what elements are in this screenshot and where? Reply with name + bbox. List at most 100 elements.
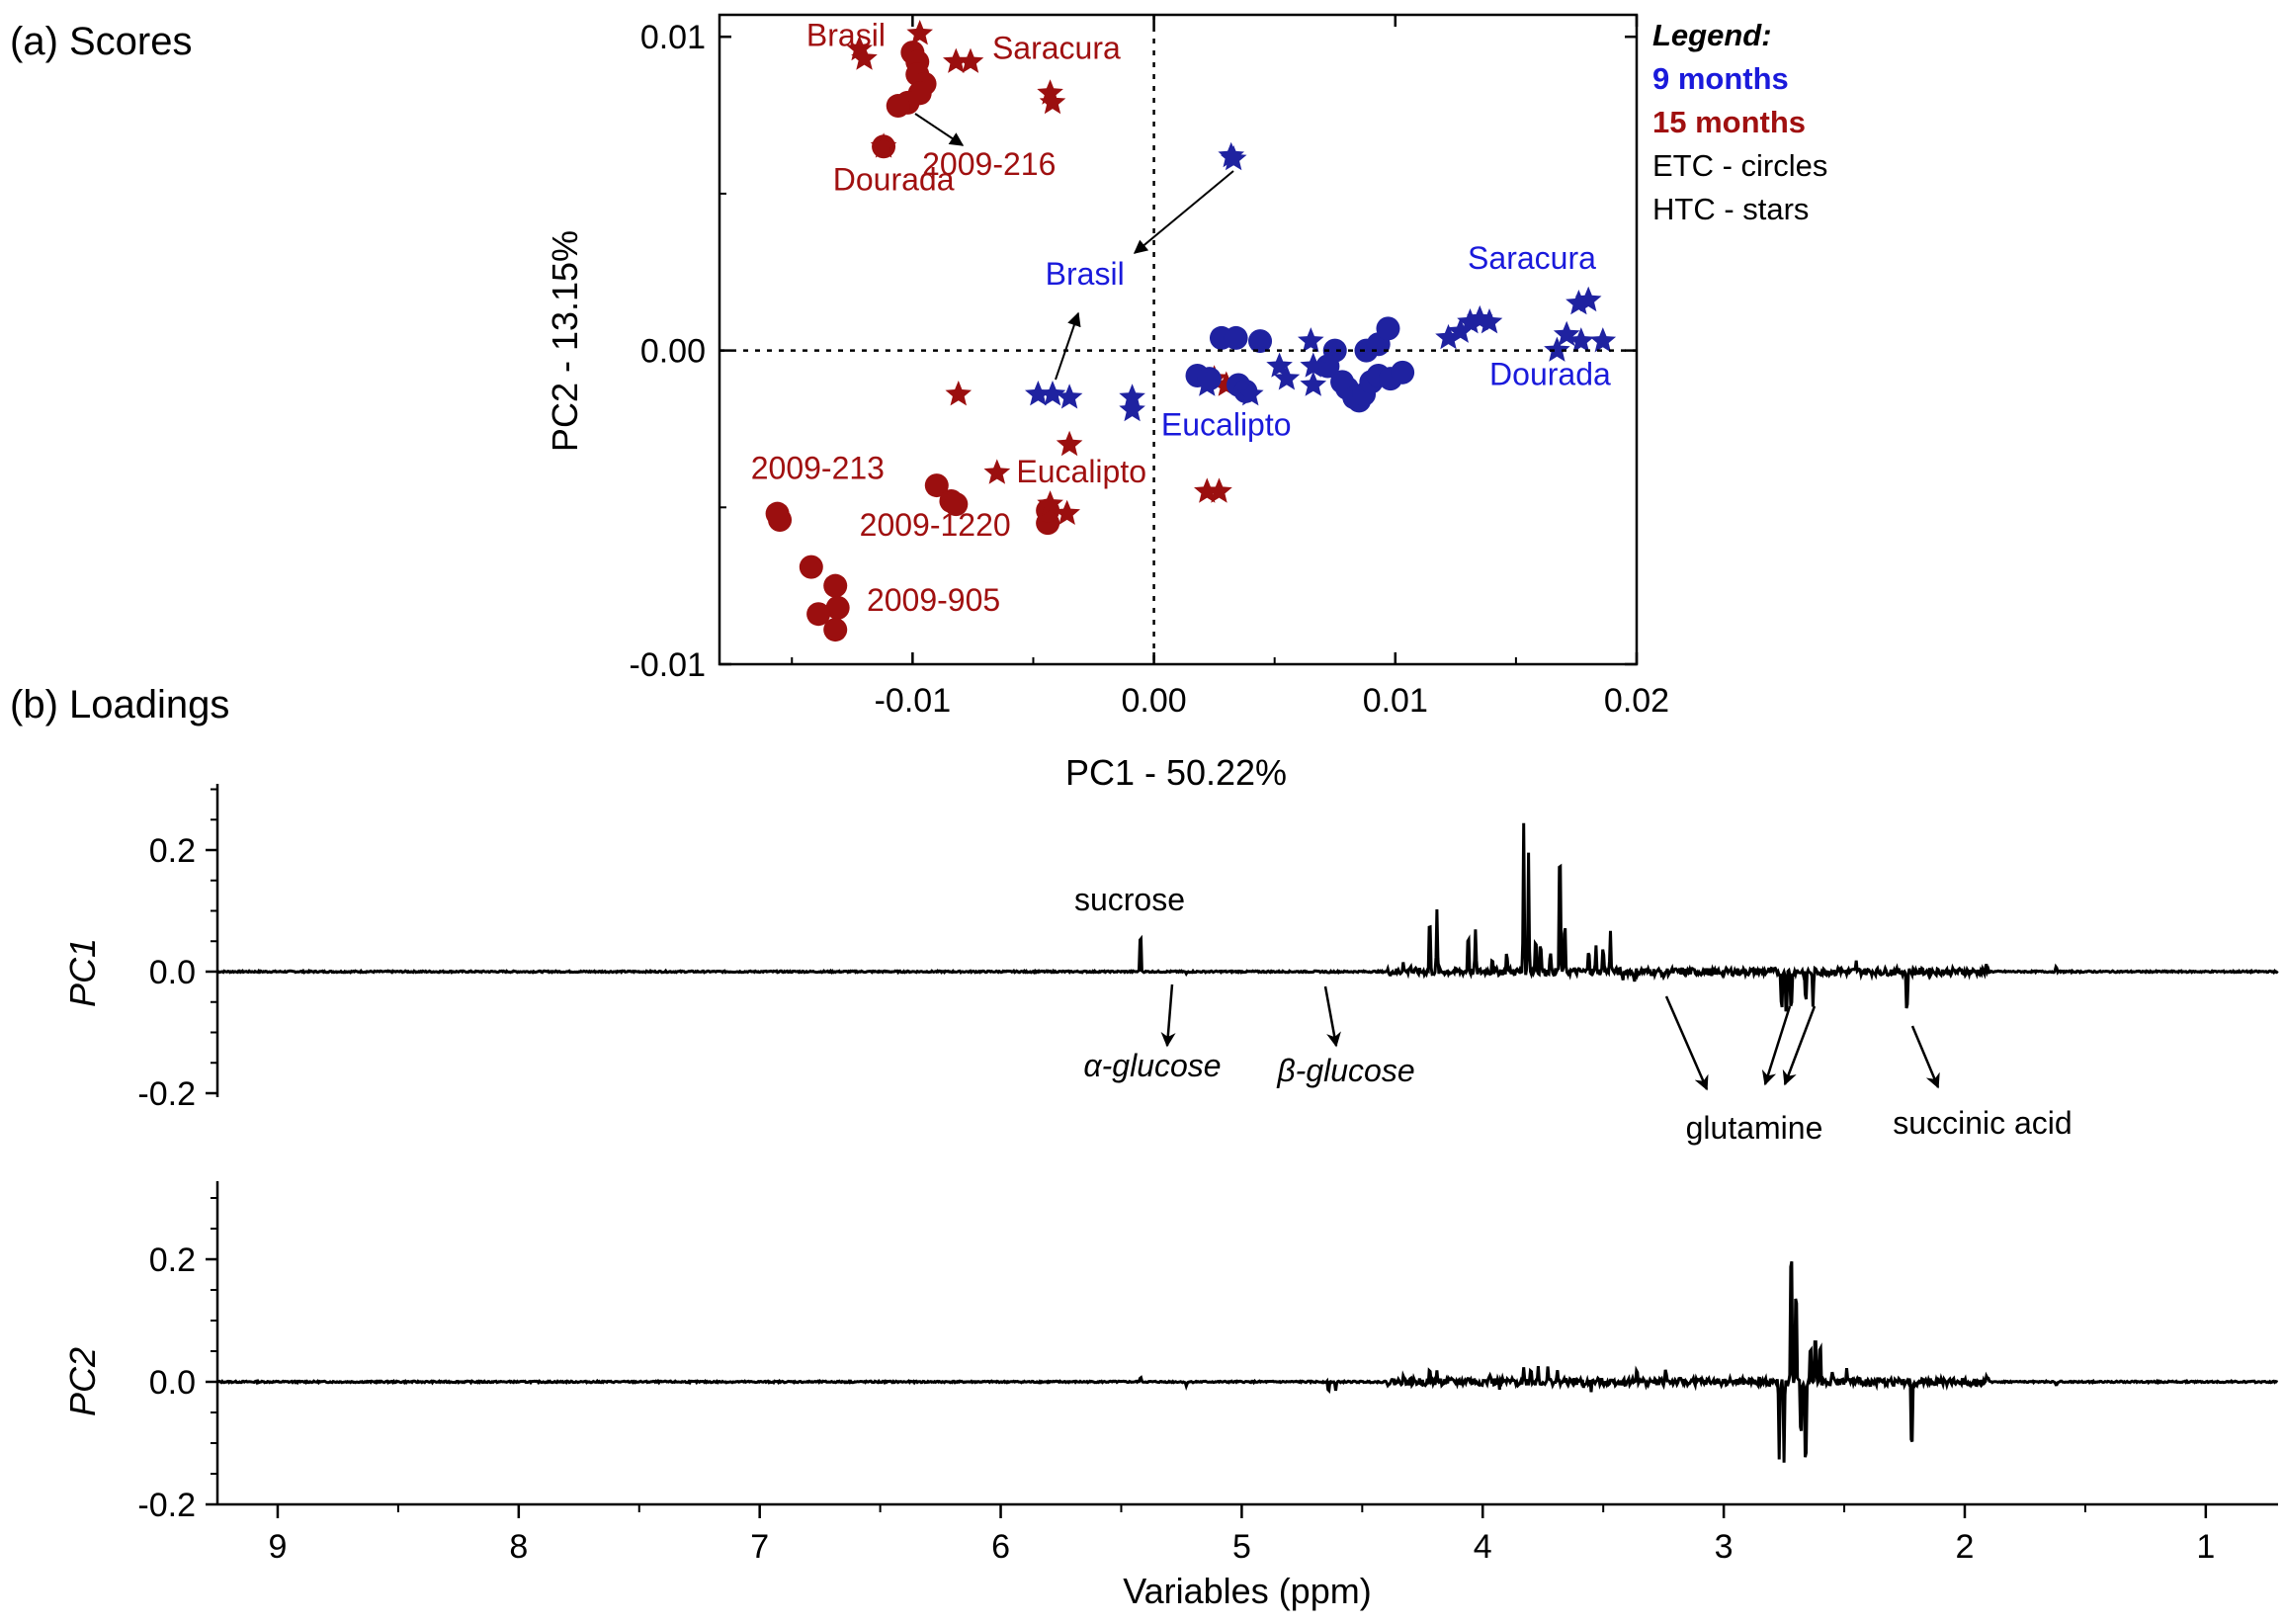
score-point-star bbox=[1119, 395, 1145, 422]
score-point-star bbox=[1119, 384, 1145, 409]
score-point-star bbox=[1298, 327, 1324, 353]
ppm-tick-label: 6 bbox=[991, 1528, 1010, 1566]
scores-xtick-label: -0.01 bbox=[875, 682, 952, 720]
group-label: 2009-1220 bbox=[860, 507, 1011, 543]
scores-xtick-label: 0.01 bbox=[1363, 682, 1428, 720]
group-label: 2009-216 bbox=[922, 146, 1056, 182]
score-point-circle bbox=[1376, 316, 1400, 341]
annotation-alpha-glucose: α-glucose bbox=[1083, 1048, 1221, 1083]
panel-b-label: (b) Loadings bbox=[10, 683, 229, 727]
score-point-star bbox=[1567, 327, 1595, 353]
group-labels: Brasil Saracura Dourada 2009-216 2009-21… bbox=[751, 18, 1611, 618]
score-point-circle bbox=[823, 618, 848, 642]
annotation-glutamine: glutamine bbox=[1686, 1110, 1823, 1146]
scores-y-axis-title: PC2 - 13.15% bbox=[545, 230, 585, 452]
score-point-circle bbox=[1224, 325, 1248, 350]
arrow-glutamine-2 bbox=[1761, 1005, 1792, 1086]
scores-ticks bbox=[719, 15, 1639, 666]
score-point-circle bbox=[806, 602, 831, 627]
legend-15-months: 15 months bbox=[1652, 105, 1806, 139]
scores-ytick-label: 0.00 bbox=[640, 333, 706, 371]
panel-a-label: (a) Scores bbox=[10, 20, 193, 63]
score-point-star bbox=[1457, 308, 1483, 334]
score-point-star bbox=[1056, 430, 1083, 457]
ppm-tick-label: 8 bbox=[509, 1528, 528, 1566]
pc2-ytick-label: -0.2 bbox=[137, 1487, 196, 1524]
scores-ytick-label: -0.01 bbox=[630, 646, 707, 684]
score-point-circle bbox=[825, 595, 850, 620]
scores-xtick-label: 0.02 bbox=[1604, 682, 1669, 720]
score-point-star bbox=[943, 47, 970, 73]
loadings-x-axis-title: Variables (ppm) bbox=[1123, 1571, 1371, 1611]
scores-x-axis-title: PC1 - 50.22% bbox=[1065, 752, 1287, 793]
loadings-plot: 0.2 0.0 -0.2 PC1 sucrose α-glucose β-glu… bbox=[62, 784, 2279, 1611]
ppm-tick-label: 1 bbox=[2196, 1528, 2215, 1566]
score-point-star bbox=[1565, 290, 1592, 315]
score-point-star bbox=[846, 35, 873, 61]
score-point-star bbox=[1194, 477, 1221, 503]
score-point-circle bbox=[924, 473, 949, 498]
annotation-beta-glucose: β-glucose bbox=[1276, 1053, 1414, 1088]
group-label: Dourada bbox=[833, 162, 955, 198]
score-point-circle bbox=[1315, 354, 1340, 379]
arrow-glutamine-1 bbox=[1664, 995, 1709, 1091]
score-point-star bbox=[1574, 286, 1602, 312]
score-point-star bbox=[1056, 384, 1083, 409]
scores-markers bbox=[765, 20, 1617, 642]
group-label: Brasil bbox=[806, 18, 886, 53]
group-label: Dourada bbox=[1489, 357, 1611, 392]
legend-htc-stars: HTC - stars bbox=[1652, 192, 1809, 226]
score-point-star bbox=[1213, 371, 1240, 396]
group-label: Saracura bbox=[1468, 240, 1596, 276]
group-label: 2009-905 bbox=[867, 582, 1000, 618]
score-point-circle bbox=[1248, 329, 1273, 354]
pc1-ytick-label: -0.2 bbox=[137, 1075, 196, 1113]
score-point-star bbox=[1300, 371, 1327, 396]
arrow-brasil-9m bbox=[1133, 170, 1234, 254]
score-point-star bbox=[1435, 323, 1462, 350]
legend-9-months: 9 months bbox=[1652, 61, 1789, 96]
score-point-star bbox=[1544, 336, 1570, 362]
score-point-circle bbox=[823, 573, 848, 598]
score-point-star bbox=[1300, 352, 1327, 378]
score-point-star bbox=[1039, 381, 1066, 406]
score-point-circle bbox=[886, 94, 910, 119]
scores-ytick-label: 0.01 bbox=[640, 19, 706, 56]
arrow-glutamine-3 bbox=[1782, 1005, 1817, 1086]
group-label: Brasil bbox=[1046, 256, 1125, 292]
scores-xtick-label: 0.00 bbox=[1121, 682, 1186, 720]
pc1-loading-line bbox=[216, 822, 2279, 1012]
score-point-star bbox=[1273, 365, 1301, 390]
pc1-y-axis-title: PC1 bbox=[62, 938, 103, 1007]
group-label: 2009-213 bbox=[751, 451, 885, 486]
pc2-ticks bbox=[206, 1197, 2208, 1518]
score-point-star bbox=[1553, 320, 1580, 347]
arrow-alpha-glucose bbox=[1160, 983, 1176, 1048]
score-point-star bbox=[957, 47, 984, 73]
group-label: Saracura bbox=[992, 30, 1121, 65]
score-point-star bbox=[1025, 381, 1052, 406]
legend-etc-circles: ETC - circles bbox=[1652, 148, 1827, 183]
score-point-star bbox=[1476, 308, 1503, 334]
pc1-ticks bbox=[206, 788, 217, 1095]
pc1-ytick-label: 0.0 bbox=[149, 954, 196, 991]
ppm-tick-label: 7 bbox=[750, 1528, 769, 1566]
score-point-star bbox=[1054, 499, 1080, 525]
ppm-tick-label: 2 bbox=[1956, 1528, 1975, 1566]
legend: Legend: 9 months 15 months ETC - circles… bbox=[1652, 18, 1827, 226]
score-point-star bbox=[945, 381, 973, 406]
score-point-circle bbox=[799, 555, 823, 579]
group-label: Eucalipto bbox=[1161, 406, 1292, 442]
ppm-tick-label: 3 bbox=[1715, 1528, 1734, 1566]
score-point-circle bbox=[1391, 360, 1415, 385]
score-point-star bbox=[1236, 381, 1264, 406]
arrow-succinic-acid bbox=[1910, 1025, 1940, 1089]
score-point-star bbox=[1589, 327, 1617, 353]
pc2-ytick-label: 0.2 bbox=[149, 1241, 196, 1279]
score-point-circle bbox=[768, 508, 793, 532]
score-point-star bbox=[870, 132, 897, 158]
scores-plot: -0.01 0.00 0.01 0.02 -0.01 0.00 0.01 PC1… bbox=[545, 13, 1669, 793]
score-point-star bbox=[1220, 145, 1247, 171]
score-point-star bbox=[851, 44, 878, 70]
